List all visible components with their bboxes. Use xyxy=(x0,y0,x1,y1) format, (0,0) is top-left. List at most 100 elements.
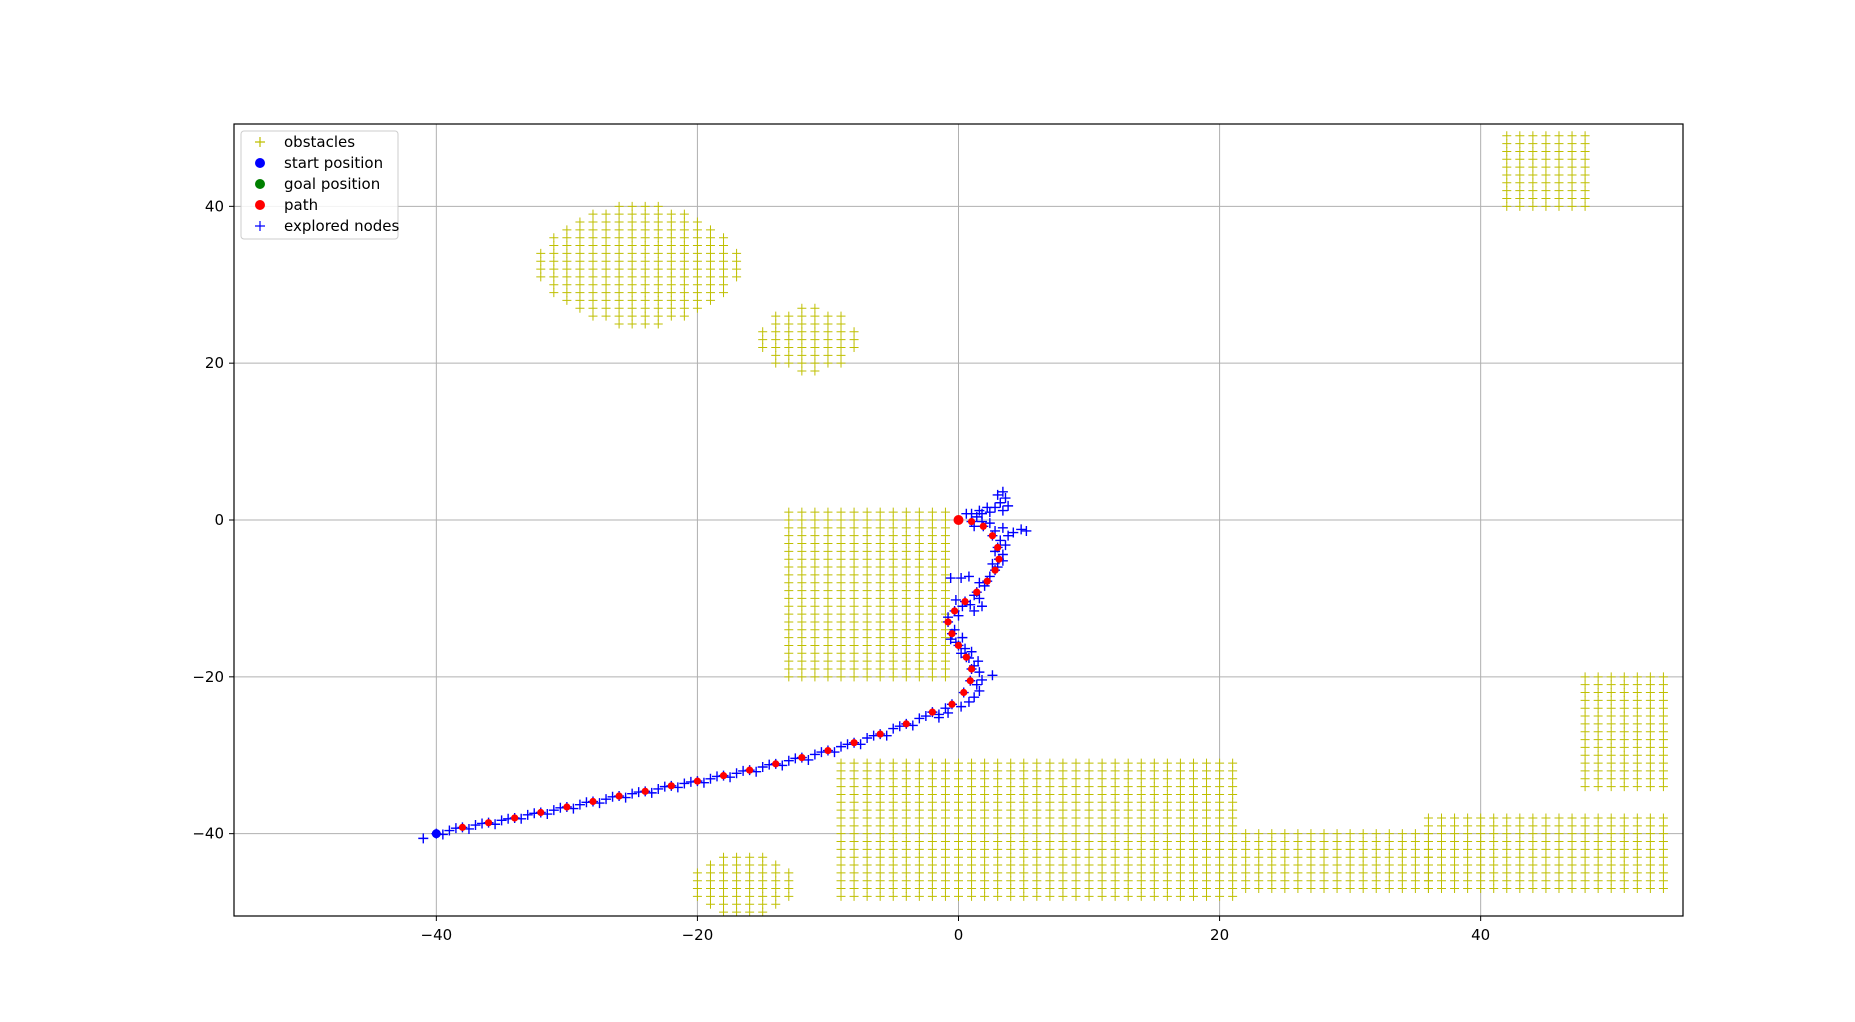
obstacle-marker xyxy=(640,280,650,290)
obstacle-marker xyxy=(797,515,807,525)
obstacle-marker xyxy=(810,640,820,650)
obstacle-marker xyxy=(653,233,663,243)
obstacle-marker xyxy=(940,625,950,635)
legend-marker xyxy=(255,179,265,189)
obstacle-marker xyxy=(1228,821,1238,831)
obstacle-marker xyxy=(901,515,911,525)
explored-node-marker xyxy=(1000,540,1011,551)
obstacle-marker xyxy=(901,805,911,815)
obstacle-marker xyxy=(1358,852,1368,862)
obstacle-marker xyxy=(940,531,950,541)
obstacle-marker xyxy=(810,358,820,368)
obstacle-marker xyxy=(1058,789,1068,799)
obstacle-marker xyxy=(679,311,689,321)
obstacle-marker xyxy=(1280,860,1290,870)
obstacle-marker xyxy=(1149,766,1159,776)
obstacle-marker xyxy=(771,868,781,878)
obstacle-marker xyxy=(1437,860,1446,870)
obstacle-marker xyxy=(1528,193,1538,203)
obstacle-marker xyxy=(1188,774,1198,784)
obstacle-marker xyxy=(914,797,924,807)
obstacle-marker xyxy=(1593,719,1603,729)
obstacle-marker xyxy=(1632,680,1642,690)
obstacle-marker xyxy=(914,782,924,792)
obstacle-marker xyxy=(1554,852,1564,862)
obstacle-marker xyxy=(1136,891,1146,901)
obstacle-marker xyxy=(1358,884,1368,894)
obstacle-marker xyxy=(862,593,872,603)
obstacle-marker xyxy=(784,578,794,588)
obstacle-marker xyxy=(1450,813,1460,823)
obstacle-marker xyxy=(888,617,898,627)
obstacle-marker xyxy=(1293,837,1303,847)
obstacle-marker xyxy=(836,844,846,854)
obstacle-marker xyxy=(771,311,781,321)
obstacle-marker xyxy=(927,829,937,839)
obstacle-marker xyxy=(1567,201,1577,211)
obstacle-marker xyxy=(1280,868,1290,878)
obstacle-marker xyxy=(1632,884,1642,894)
obstacle-marker xyxy=(588,217,598,227)
obstacle-marker xyxy=(901,891,911,901)
legend-marker xyxy=(255,158,265,168)
explored-node-marker xyxy=(920,711,931,722)
obstacle-marker xyxy=(640,264,650,274)
obstacle-marker xyxy=(614,248,624,258)
obstacle-marker xyxy=(1084,844,1094,854)
obstacle-marker xyxy=(784,570,794,580)
obstacle-marker xyxy=(679,264,689,274)
obstacle-marker xyxy=(1319,860,1329,870)
obstacle-marker xyxy=(1241,852,1251,862)
obstacle-marker xyxy=(653,319,663,329)
obstacle-marker xyxy=(927,546,937,556)
obstacle-marker xyxy=(771,335,781,345)
obstacle-marker xyxy=(1658,876,1668,886)
legend-item: obstacles xyxy=(255,133,355,151)
obstacle-marker xyxy=(836,837,846,847)
y-tick-label: 40 xyxy=(205,197,224,215)
obstacle-marker xyxy=(1149,789,1159,799)
obstacle-marker xyxy=(1423,884,1433,894)
obstacle-marker xyxy=(967,789,977,799)
obstacle-marker xyxy=(836,860,846,870)
obstacle-marker xyxy=(705,264,715,274)
obstacle-marker xyxy=(1645,813,1655,823)
obstacle-marker xyxy=(954,891,963,901)
explored-node-marker xyxy=(574,799,585,810)
obstacle-marker xyxy=(549,264,559,274)
explored-node-marker xyxy=(995,535,1006,546)
obstacle-marker xyxy=(1293,884,1303,894)
obstacle-marker xyxy=(1410,868,1420,878)
obstacle-marker xyxy=(797,342,807,352)
obstacle-marker xyxy=(627,303,637,313)
obstacle-marker xyxy=(1567,193,1577,203)
obstacle-marker xyxy=(732,868,742,878)
obstacle-marker xyxy=(1632,711,1642,721)
obstacle-marker xyxy=(1384,876,1394,886)
obstacle-marker xyxy=(901,539,911,549)
legend-item: path xyxy=(255,196,318,214)
obstacle-marker xyxy=(993,844,1003,854)
obstacle-marker xyxy=(810,601,820,611)
obstacle-marker xyxy=(1032,805,1042,815)
obstacle-marker xyxy=(940,586,950,596)
obstacle-marker xyxy=(653,272,663,282)
obstacle-marker xyxy=(836,672,846,682)
obstacle-marker xyxy=(1123,758,1133,768)
obstacle-marker xyxy=(1619,672,1629,682)
obstacle-marker xyxy=(836,766,846,776)
obstacle-marker xyxy=(719,876,729,886)
obstacle-marker xyxy=(653,280,663,290)
obstacle-marker xyxy=(1580,154,1590,164)
obstacle-marker xyxy=(875,539,885,549)
explored-node-marker xyxy=(933,712,944,723)
obstacle-marker xyxy=(875,829,885,839)
obstacle-marker xyxy=(901,884,911,894)
obstacle-marker xyxy=(1097,844,1107,854)
obstacle-marker xyxy=(875,609,885,619)
obstacle-marker xyxy=(1606,766,1616,776)
obstacle-marker xyxy=(1136,876,1146,886)
obstacle-marker xyxy=(1319,837,1329,847)
obstacle-marker xyxy=(862,774,872,784)
